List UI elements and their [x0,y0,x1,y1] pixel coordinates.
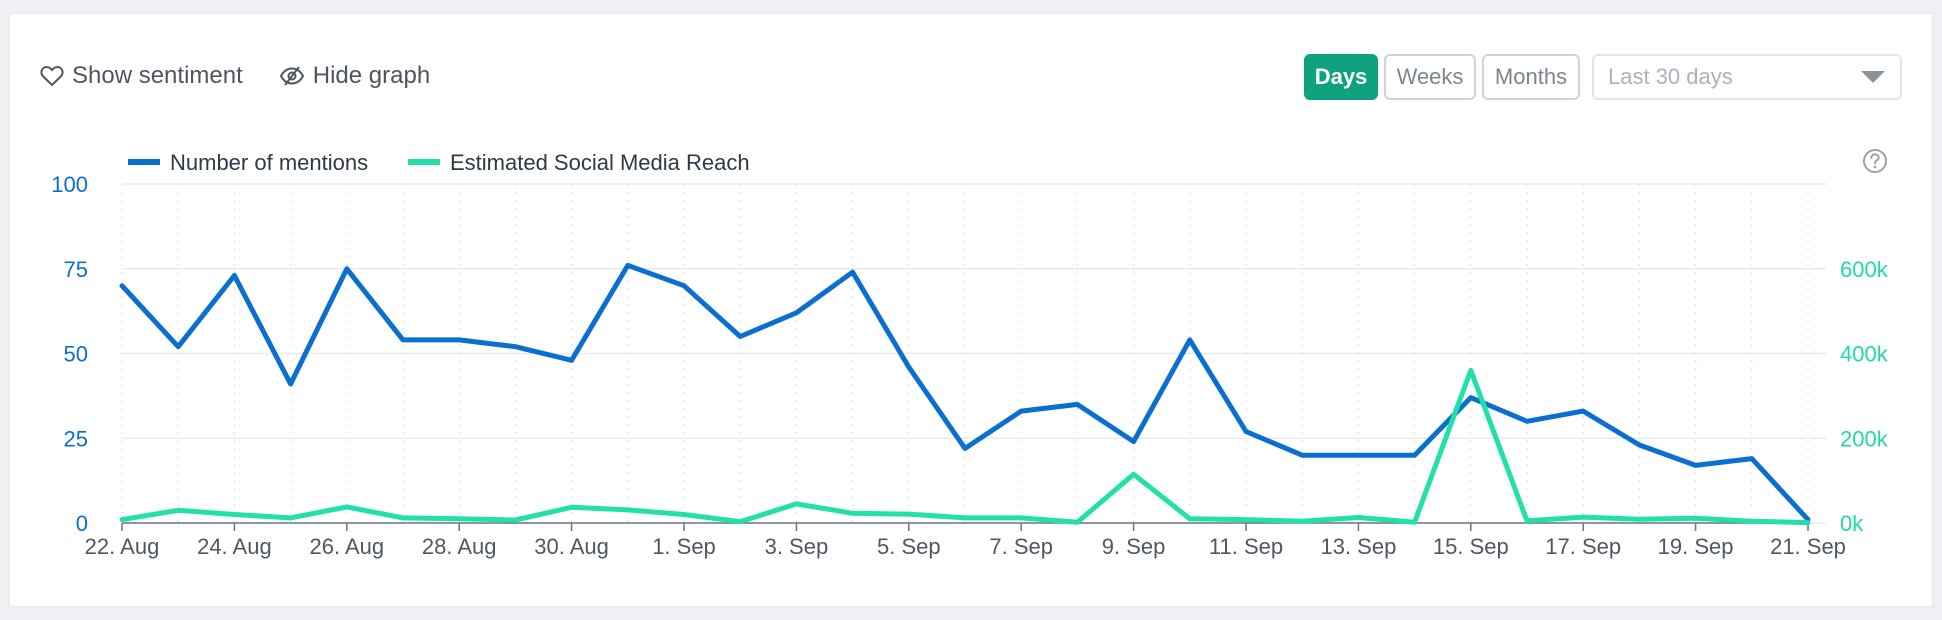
series-line-reach [119,367,1811,526]
y-right-tick-label: 400k [1840,342,1889,367]
graph-toolbar: Show sentiment Hide graph [40,62,430,90]
y-left-tick-label: 100 [51,172,88,197]
eye-slash-icon [279,65,305,87]
period-controls: Days Weeks Months Last 30 days [1304,54,1902,100]
question-circle-icon [1862,149,1888,178]
y-right-tick-label: 600k [1840,257,1889,282]
x-tick-label: 15. Sep [1433,534,1509,559]
x-tick-label: 17. Sep [1545,534,1621,559]
show-sentiment-label: Show sentiment [72,62,243,89]
hide-graph-label: Hide graph [312,62,431,89]
analytics-card [10,14,1932,606]
x-tick-label: 28. Aug [422,534,497,559]
x-tick-label: 11. Sep [1209,534,1283,559]
x-tick-label: 22. Aug [85,534,160,559]
y-left-tick-label: 50 [64,342,88,367]
x-tick-label: 3. Sep [765,534,829,559]
x-tick-label: 30. Aug [534,534,609,559]
y-left-tick-label: 25 [64,426,88,451]
months-button[interactable]: Months [1482,54,1580,100]
x-tick-label: 1. Sep [652,534,716,559]
x-tick-label: 5. Sep [877,534,941,559]
hide-graph-button[interactable]: Hide graph [279,62,430,90]
series-line-mentions [119,262,1811,523]
y-left-tick-label: 75 [64,257,88,282]
x-tick-label: 7. Sep [989,534,1053,559]
y-right-tick-label: 0k [1840,511,1864,536]
heart-icon [40,65,64,87]
y-right-tick-label: 200k [1840,426,1889,451]
x-tick-label: 26. Aug [309,534,384,559]
y-left-tick-label: 0 [76,511,88,536]
x-tick-label: 13. Sep [1320,534,1396,559]
date-range-select[interactable]: Last 30 days [1592,54,1902,100]
weeks-button[interactable]: Weeks [1384,54,1476,100]
legend-label-mentions: Number of mentions [170,150,368,175]
date-range-placeholder: Last 30 days [1608,64,1733,89]
chevron-down-icon [1860,64,1886,90]
legend-label-reach: Estimated Social Media Reach [450,150,750,175]
x-tick-label: 24. Aug [197,534,272,559]
x-tick-label: 19. Sep [1658,534,1734,559]
x-tick-label: 9. Sep [1102,534,1166,559]
show-sentiment-button[interactable]: Show sentiment [40,62,243,90]
help-button[interactable] [1862,148,1888,179]
days-button[interactable]: Days [1304,54,1378,100]
x-tick-label: 21. Sep [1770,534,1846,559]
